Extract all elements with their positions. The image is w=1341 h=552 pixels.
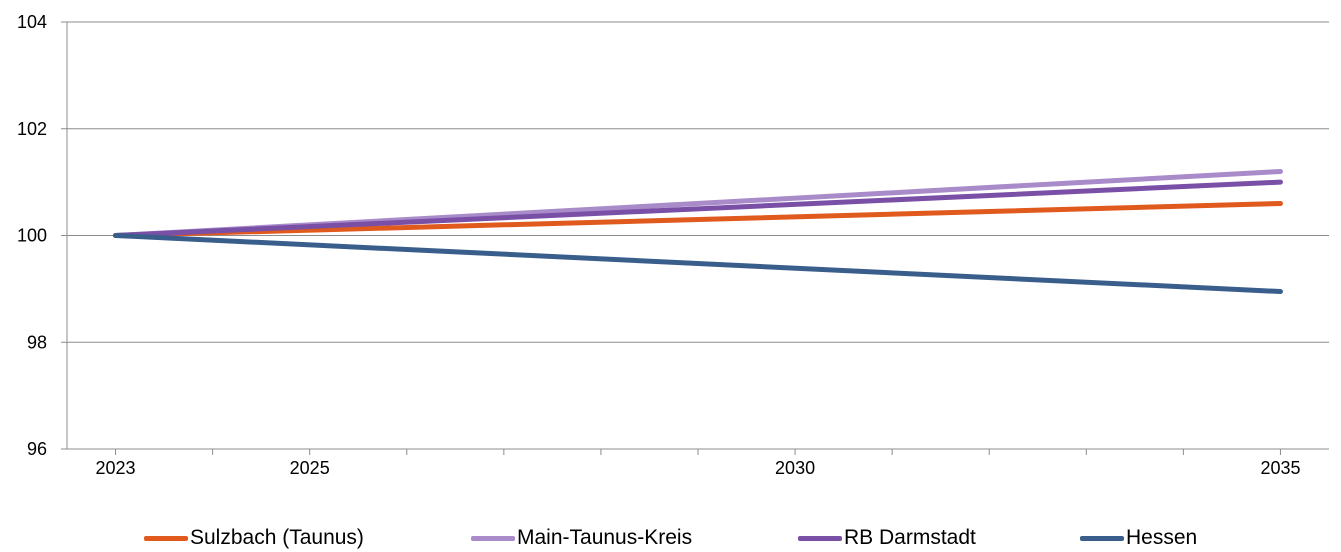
legend-label-sulzbach: Sulzbach (Taunus) [190, 526, 364, 549]
x-tick-label-2025: 2025 [290, 458, 330, 478]
legend-item-rb-darmstadt: RB Darmstadt [798, 524, 976, 552]
gridlines [67, 21, 1329, 343]
x-tick-label-2023: 2023 [96, 458, 136, 478]
y-tick-label-104: 104 [17, 12, 47, 32]
y-tick-label-96: 96 [27, 439, 47, 459]
legend-label-hessen: Hessen [1126, 526, 1198, 549]
legend-item-sulzbach: Sulzbach (Taunus) [144, 524, 364, 552]
legend: Sulzbach (Taunus) Main-Taunus-Kreis RB D… [0, 524, 1341, 552]
y-tick-label-98: 98 [27, 332, 47, 352]
x-tick-label-2035: 2035 [1260, 458, 1300, 478]
legend-label-rb-darmstadt: RB Darmstadt [844, 526, 976, 549]
legend-item-main-taunus-kreis: Main-Taunus-Kreis [471, 524, 692, 552]
legend-swatch-rb-darmstadt [798, 535, 842, 541]
legend-swatch-hessen [1080, 535, 1124, 541]
series-lines [113, 168, 1283, 295]
legend-swatch-sulzbach [144, 535, 188, 541]
series-line-sulzbach-taunus [113, 200, 1283, 238]
axes [61, 21, 1329, 455]
y-tick-label-100: 100 [17, 226, 47, 246]
legend-item-hessen: Hessen [1080, 524, 1197, 552]
legend-label-main-taunus-kreis: Main-Taunus-Kreis [517, 526, 693, 549]
y-tick-label-102: 102 [17, 119, 47, 139]
legend-swatch-main-taunus-kreis [471, 535, 515, 541]
series-line-hessen [113, 233, 1283, 295]
x-tick-label-2030: 2030 [775, 458, 815, 478]
tick-labels: 96 98 100 102 104 2023 2025 2030 2035 [17, 12, 1301, 478]
series-line-rb-darmstadt [113, 179, 1283, 238]
